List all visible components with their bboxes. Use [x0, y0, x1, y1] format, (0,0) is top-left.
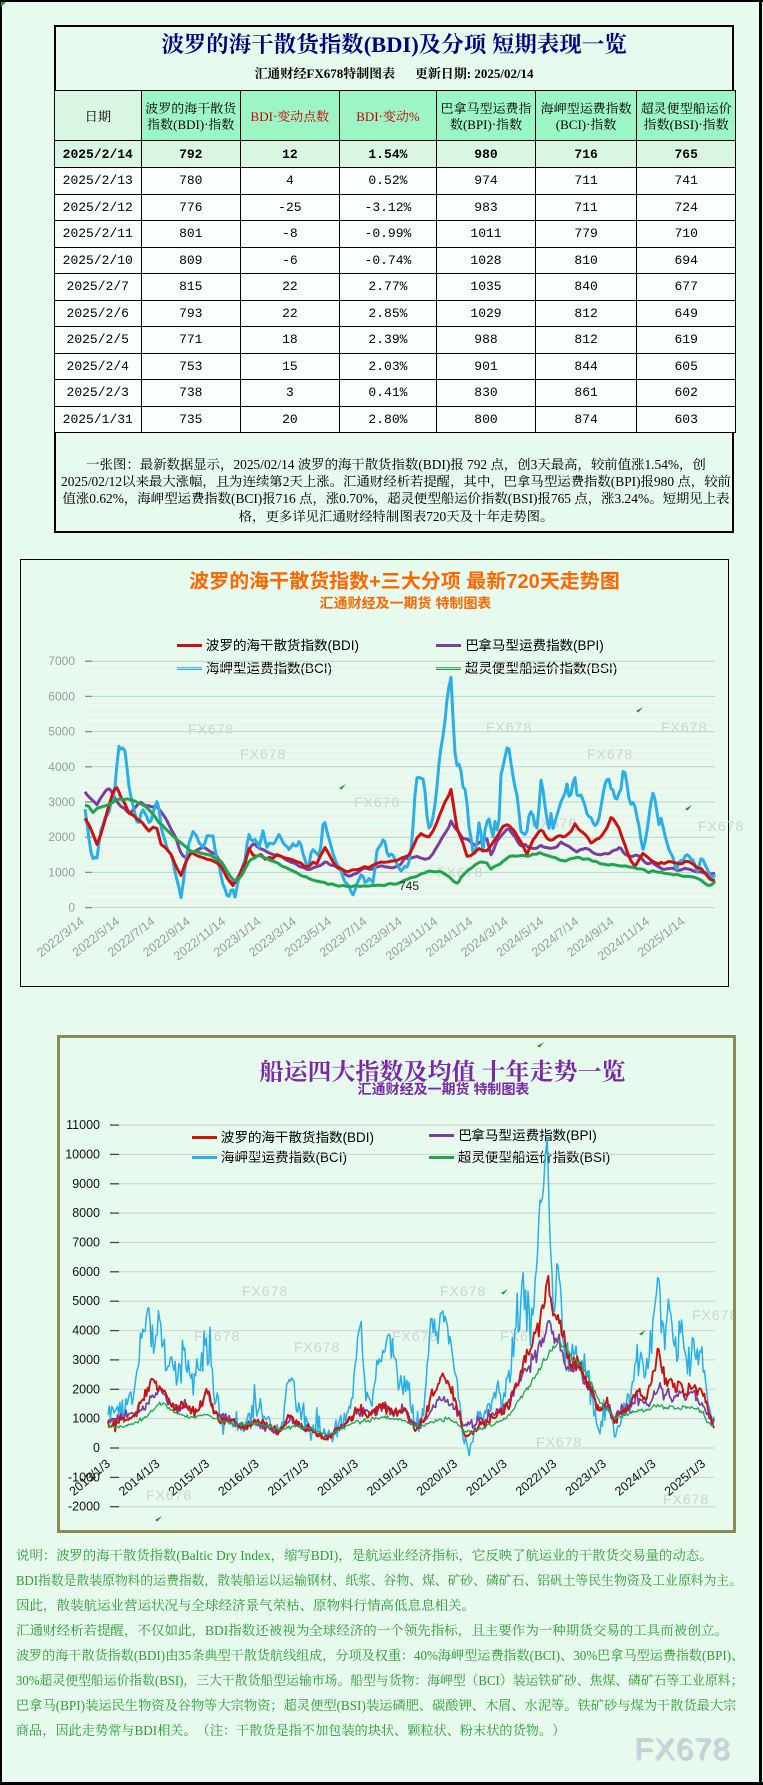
- svg-text:FX678: FX678: [354, 794, 400, 810]
- svg-text:4000: 4000: [72, 1324, 100, 1338]
- svg-text:8000: 8000: [72, 1206, 100, 1220]
- svg-text:FX678: FX678: [188, 721, 234, 737]
- svg-text:3000: 3000: [72, 1353, 100, 1367]
- svg-text:0: 0: [68, 901, 75, 915]
- svg-text:FX678: FX678: [392, 1328, 438, 1344]
- svg-text:1000: 1000: [72, 1412, 100, 1426]
- svg-text:FX678: FX678: [242, 1283, 288, 1299]
- svg-text:FX678: FX678: [536, 1434, 582, 1450]
- svg-text:7000: 7000: [48, 654, 75, 668]
- svg-text:11000: 11000: [66, 1118, 100, 1132]
- svg-text:6000: 6000: [48, 689, 75, 703]
- svg-text:FX678: FX678: [587, 746, 633, 762]
- svg-text:745: 745: [399, 879, 419, 893]
- svg-text:6000: 6000: [72, 1265, 100, 1279]
- svg-text:FX678: FX678: [692, 1307, 733, 1323]
- svg-text:10000: 10000: [65, 1147, 100, 1161]
- svg-text:5000: 5000: [72, 1294, 100, 1308]
- svg-text:FX678: FX678: [663, 1491, 709, 1507]
- svg-text:FX678: FX678: [194, 1328, 240, 1344]
- svg-text:1000: 1000: [48, 865, 75, 879]
- svg-text:5000: 5000: [48, 725, 75, 739]
- svg-text:FX678: FX678: [240, 746, 286, 762]
- svg-text:3000: 3000: [48, 795, 75, 809]
- svg-text:0: 0: [93, 1441, 100, 1455]
- svg-text:FX678: FX678: [294, 1339, 340, 1355]
- svg-text:2000: 2000: [48, 830, 75, 844]
- svg-text:FX678: FX678: [146, 1487, 192, 1503]
- svg-text:-1000: -1000: [68, 1470, 100, 1484]
- svg-text:7000: 7000: [72, 1236, 100, 1250]
- svg-text:2000: 2000: [72, 1382, 100, 1396]
- svg-text:FX678: FX678: [486, 719, 532, 735]
- svg-text:FX678: FX678: [661, 719, 707, 735]
- svg-text:4000: 4000: [48, 760, 75, 774]
- svg-text:-2000: -2000: [68, 1500, 100, 1514]
- svg-text:FX678: FX678: [440, 1283, 486, 1299]
- svg-text:9000: 9000: [72, 1177, 100, 1191]
